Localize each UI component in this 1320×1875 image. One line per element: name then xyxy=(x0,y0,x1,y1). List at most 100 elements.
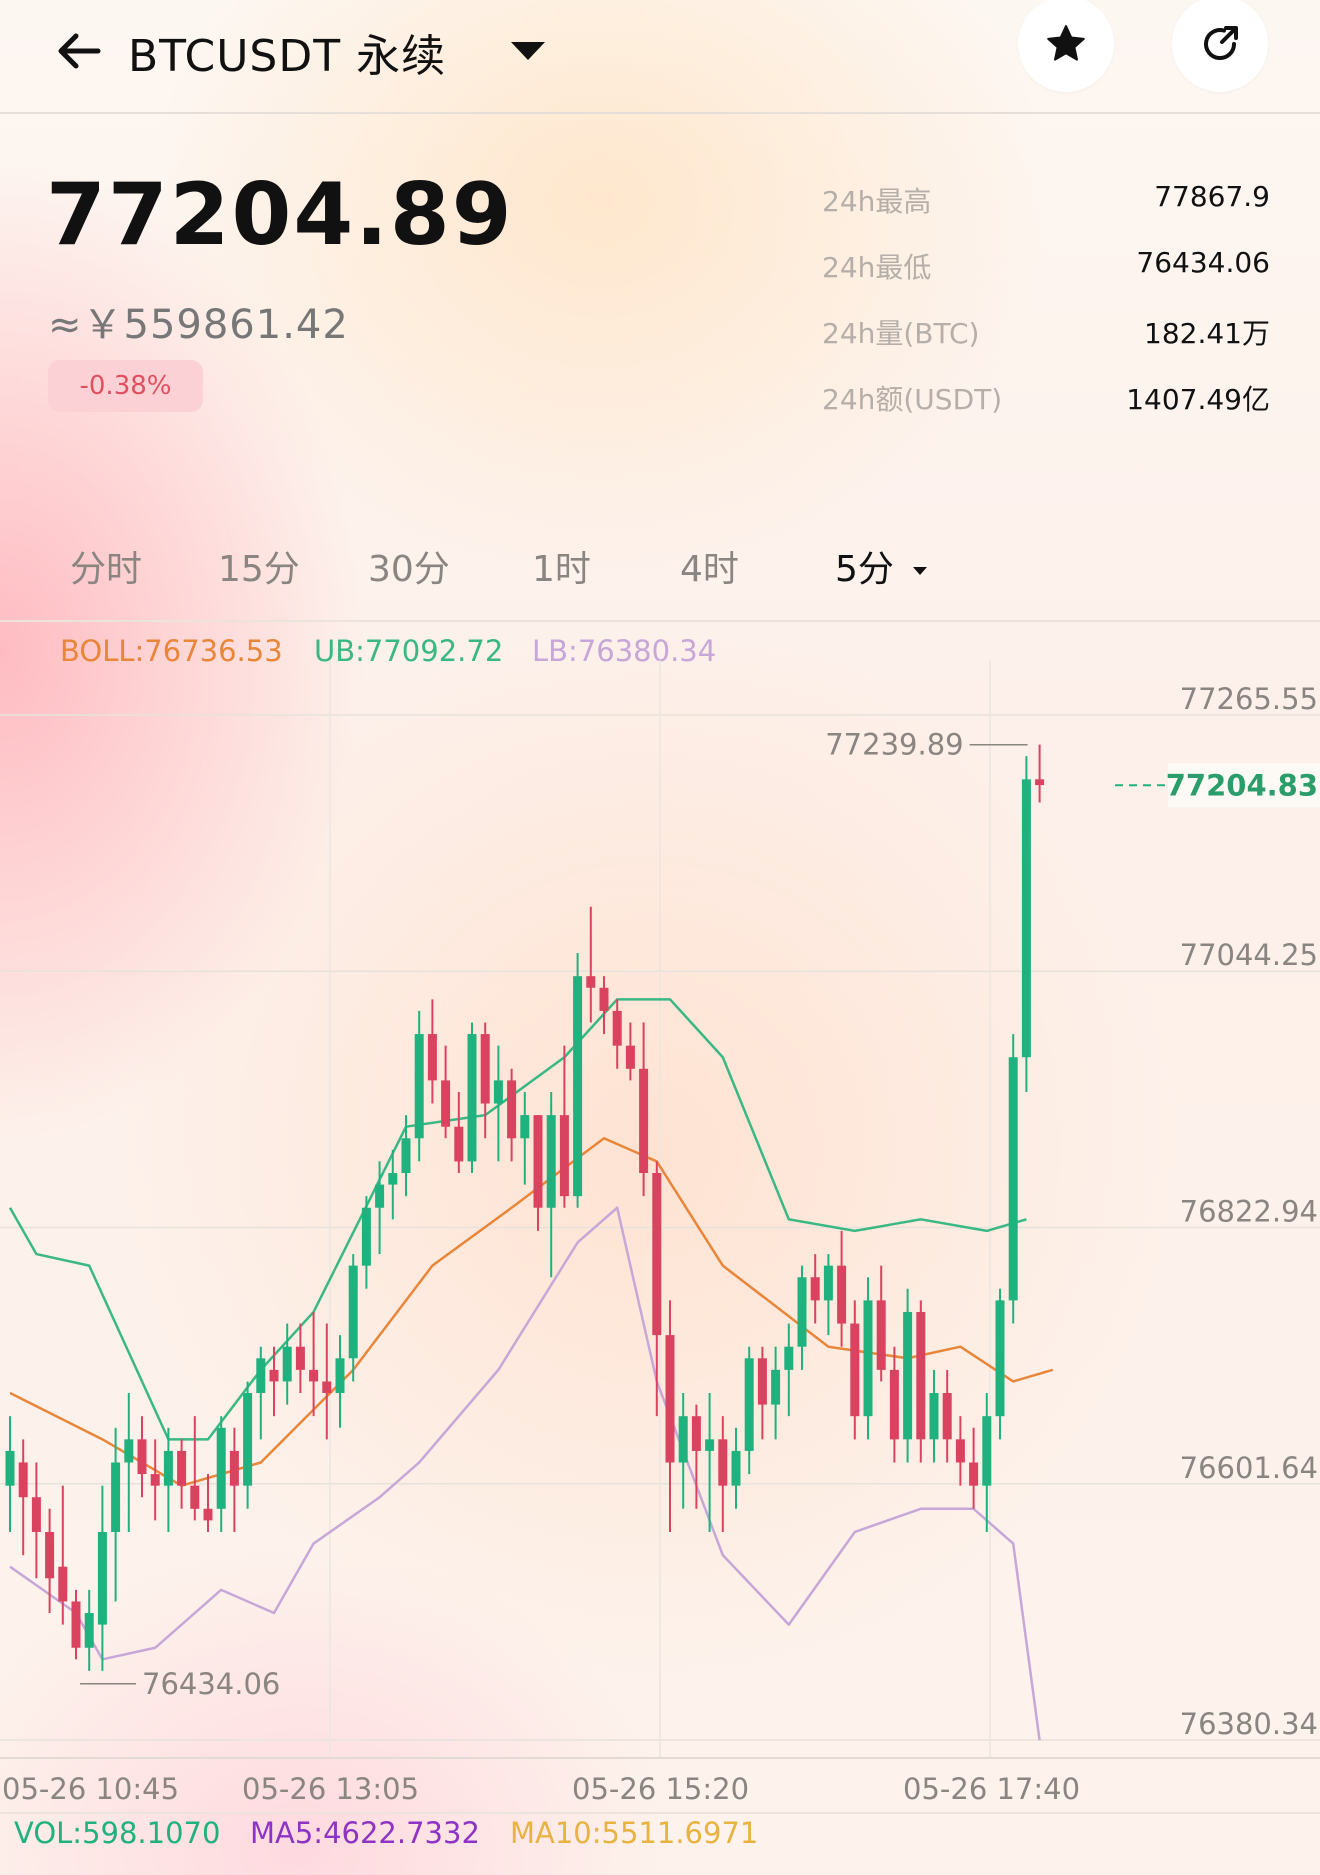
candle-body xyxy=(850,1323,860,1417)
candle-body xyxy=(507,1080,517,1139)
y-tick-label: 77265.55 xyxy=(1180,682,1318,716)
ma10-value: MA10:5511.6971 xyxy=(510,1816,759,1850)
favorite-button[interactable] xyxy=(1018,0,1114,92)
candle-body xyxy=(995,1300,1005,1417)
candle-body xyxy=(441,1080,451,1127)
candle-body xyxy=(322,1381,332,1394)
tab-1h[interactable]: 1时 xyxy=(532,549,591,590)
candle-body xyxy=(969,1462,979,1486)
candle-body xyxy=(929,1393,939,1440)
candle-body xyxy=(876,1300,886,1370)
candle-body xyxy=(427,1034,437,1081)
last-price: 77204.89 xyxy=(46,165,514,265)
y-tick-label: 76822.94 xyxy=(1180,1195,1318,1229)
candle-body xyxy=(863,1300,873,1417)
stat-label-volume: 24h量(BTC) xyxy=(822,317,980,350)
candle-body xyxy=(84,1613,94,1648)
stat-value-low: 76434.06 xyxy=(1136,246,1270,279)
share-button[interactable] xyxy=(1172,0,1268,92)
vol-value: VOL:598.1070 xyxy=(14,1816,221,1850)
tab-timeshare[interactable]: 分时 xyxy=(70,549,143,590)
candle-body xyxy=(889,1369,899,1440)
candle-body xyxy=(612,1010,622,1046)
change-badge: -0.38% xyxy=(48,360,203,412)
page-title: BTCUSDT 永续 xyxy=(128,31,447,82)
candle-body xyxy=(150,1474,160,1486)
candle-body xyxy=(480,1034,490,1104)
x-tick-label: 05-26 15:20 xyxy=(572,1772,750,1806)
x-tick-label: 05-26 13:05 xyxy=(242,1772,420,1806)
candle-body xyxy=(1035,779,1045,786)
stat-label-turnover: 24h额(USDT) xyxy=(822,383,1003,416)
candle-body xyxy=(58,1566,68,1602)
candle-body xyxy=(375,1184,385,1208)
y-tick-label: 76380.34 xyxy=(1180,1707,1318,1741)
last-price-tag xyxy=(1168,763,1320,808)
candle-body xyxy=(124,1439,134,1463)
candlestick-chart[interactable]: 77265.55 77044.25 76822.94 76601.64 76380.34… xyxy=(0,650,1320,1780)
candle-body xyxy=(190,1485,200,1509)
candle-body xyxy=(652,1173,662,1336)
candle-body xyxy=(243,1393,253,1486)
share-arrow-icon xyxy=(1204,26,1238,60)
candle-body xyxy=(731,1450,741,1486)
tab-15m[interactable]: 15分 xyxy=(218,549,300,590)
candle-body xyxy=(216,1427,226,1509)
candle-body xyxy=(520,1115,530,1139)
candle-body xyxy=(335,1358,345,1394)
candle-body xyxy=(665,1335,675,1463)
candle-body xyxy=(493,1080,503,1104)
candle-body xyxy=(163,1450,173,1486)
ub-value: UB:77092.72 xyxy=(314,634,504,668)
lb-value: LB:76380.34 xyxy=(532,634,717,668)
tab-5m[interactable]: 5分 xyxy=(835,540,929,592)
candle-body xyxy=(1021,779,1031,1058)
candle-body xyxy=(137,1439,147,1475)
cny-price: ≈￥559861.42 xyxy=(48,302,349,348)
low-marker-label: 76434.06 xyxy=(142,1667,280,1701)
x-tick-label: 05-26 17:40 xyxy=(903,1772,1081,1806)
candle-body xyxy=(295,1346,305,1370)
candle-body xyxy=(757,1358,767,1405)
caret-down-icon xyxy=(913,567,928,575)
candle-body xyxy=(586,976,596,988)
candle-body xyxy=(771,1369,781,1405)
tab-4h[interactable]: 4时 xyxy=(680,549,739,590)
high-marker-label: 77239.89 xyxy=(825,728,963,762)
y-tick-label: 77044.25 xyxy=(1180,938,1318,972)
candle-body xyxy=(837,1265,847,1324)
candle-body xyxy=(71,1601,81,1648)
candle-body xyxy=(718,1439,728,1486)
candle-body xyxy=(533,1115,543,1208)
arrow-left-icon[interactable] xyxy=(50,22,108,80)
candle-body xyxy=(599,987,609,1011)
divider xyxy=(0,1812,1320,1814)
candle-body xyxy=(45,1531,55,1579)
candle-body xyxy=(401,1138,411,1174)
chevron-down-icon[interactable] xyxy=(508,36,548,64)
candle-body xyxy=(625,1045,635,1069)
candle-body xyxy=(18,1462,28,1498)
candle-body xyxy=(414,1034,424,1139)
last-price-label: 77204.83 xyxy=(1166,768,1318,802)
candle-body xyxy=(916,1311,926,1440)
tab-30m[interactable]: 30分 xyxy=(368,549,450,590)
candle-body xyxy=(467,1034,477,1162)
top-bar xyxy=(0,0,1320,114)
stat-value-high: 77867.9 xyxy=(1154,180,1270,213)
candle-body xyxy=(229,1450,239,1486)
boll-upper-line xyxy=(8,998,1027,1441)
star-icon xyxy=(1047,25,1085,61)
candle-body xyxy=(256,1358,266,1394)
candle-body xyxy=(31,1497,41,1532)
stat-value-volume: 182.41万 xyxy=(1144,317,1270,350)
candle-body xyxy=(942,1393,952,1440)
candle-body xyxy=(1008,1057,1018,1301)
candle-body xyxy=(573,976,583,1197)
candle-body xyxy=(111,1462,121,1532)
boll-value: BOLL:76736.53 xyxy=(60,634,283,668)
candle-body xyxy=(546,1115,556,1208)
candle-body xyxy=(177,1450,187,1486)
boll-lower-line xyxy=(9,1206,1041,1741)
candle-body xyxy=(982,1416,992,1486)
